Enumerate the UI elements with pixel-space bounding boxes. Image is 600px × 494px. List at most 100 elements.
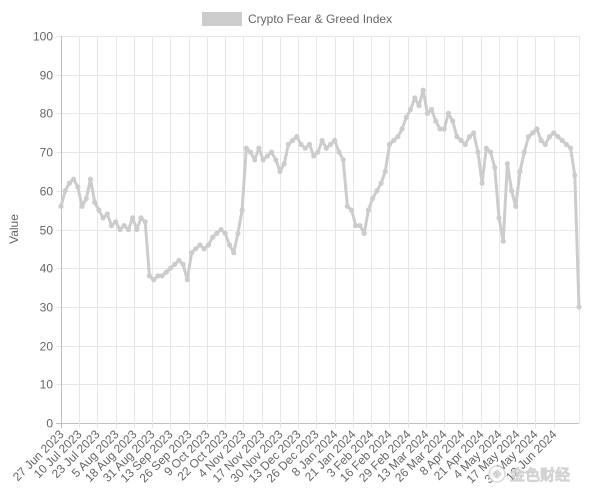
data-point <box>378 180 384 186</box>
data-point <box>311 153 317 159</box>
data-point <box>176 257 182 264</box>
data-point <box>391 137 397 144</box>
data-point <box>445 110 451 116</box>
data-point <box>273 157 279 163</box>
data-point <box>517 168 523 174</box>
data-point <box>235 230 241 236</box>
data-point <box>353 223 359 229</box>
data-point <box>210 234 216 240</box>
data-point <box>306 141 313 147</box>
data-point <box>159 273 165 279</box>
data-point <box>534 126 540 132</box>
data-point <box>87 176 94 182</box>
data-point <box>525 134 532 140</box>
data-point <box>315 149 321 155</box>
data-point <box>96 207 102 213</box>
data-point <box>416 103 422 109</box>
data-point <box>332 137 338 144</box>
data-point <box>454 134 460 140</box>
data-point <box>370 195 376 202</box>
data-point <box>134 226 140 233</box>
series-line-path <box>59 88 581 309</box>
data-point <box>538 137 544 144</box>
data-point <box>125 226 131 233</box>
legend-swatch[interactable] <box>202 12 242 26</box>
data-point <box>462 141 468 147</box>
data-point <box>197 242 203 248</box>
data-point <box>386 141 393 147</box>
data-point <box>256 145 262 151</box>
watermark-logo-mark <box>492 469 502 479</box>
y-tick-label: 70 <box>40 146 54 160</box>
legend-label[interactable]: Crypto Fear & Greed Index <box>248 12 392 26</box>
data-point <box>399 126 405 132</box>
grid-lines <box>56 36 580 428</box>
data-point <box>357 223 363 229</box>
data-point <box>479 180 485 186</box>
data-point <box>424 110 430 116</box>
data-point <box>218 226 224 233</box>
data-point <box>222 230 228 236</box>
data-point <box>496 215 502 221</box>
data-point <box>420 87 426 93</box>
data-point <box>450 118 456 124</box>
y-tick-label: 0 <box>46 417 53 431</box>
data-point <box>252 157 258 163</box>
series-line <box>59 88 581 309</box>
y-tick-label: 20 <box>40 340 54 354</box>
data-point <box>361 230 367 236</box>
data-point <box>466 134 473 140</box>
data-point <box>117 226 123 233</box>
data-point <box>559 137 565 144</box>
data-point <box>340 157 346 163</box>
data-point <box>100 215 106 221</box>
data-point <box>75 184 81 190</box>
data-point <box>504 161 510 167</box>
data-point <box>79 203 85 209</box>
legend[interactable]: Crypto Fear & Greed Index <box>202 12 392 26</box>
data-point <box>193 246 199 252</box>
y-tick-label: 100 <box>33 30 53 44</box>
data-point <box>530 130 536 136</box>
y-tick-label: 50 <box>40 224 54 238</box>
data-point <box>83 195 89 202</box>
data-point <box>572 172 578 178</box>
data-point <box>172 261 178 267</box>
data-point <box>365 207 371 213</box>
data-point <box>269 149 275 155</box>
data-point <box>285 141 291 147</box>
data-point <box>576 304 582 310</box>
data-point <box>108 223 115 229</box>
data-point <box>104 211 110 217</box>
data-point <box>488 149 494 155</box>
y-tick-label: 40 <box>40 262 54 276</box>
data-point <box>58 203 64 209</box>
data-point <box>163 269 169 275</box>
data-point <box>492 165 498 171</box>
data-point <box>555 134 561 140</box>
data-point <box>264 153 270 159</box>
data-point <box>62 188 68 194</box>
data-point <box>551 130 557 136</box>
data-point <box>298 141 304 147</box>
data-point <box>247 149 254 155</box>
data-point <box>374 188 380 194</box>
data-point <box>471 130 477 136</box>
data-point <box>509 188 515 194</box>
y-axis: 0 10 20 30 40 50 60 70 80 90 100 <box>33 30 53 431</box>
data-point <box>437 126 443 132</box>
data-point <box>184 277 190 283</box>
data-point <box>121 223 127 229</box>
y-axis-title: Value <box>7 214 21 244</box>
data-point <box>302 145 308 151</box>
data-point <box>277 168 283 174</box>
data-point <box>546 134 553 140</box>
data-point <box>327 141 334 147</box>
y-tick-label: 30 <box>40 301 54 315</box>
data-point <box>407 106 414 113</box>
data-point <box>323 145 329 151</box>
data-point <box>568 145 574 151</box>
data-point <box>403 114 409 120</box>
data-point <box>205 242 211 248</box>
